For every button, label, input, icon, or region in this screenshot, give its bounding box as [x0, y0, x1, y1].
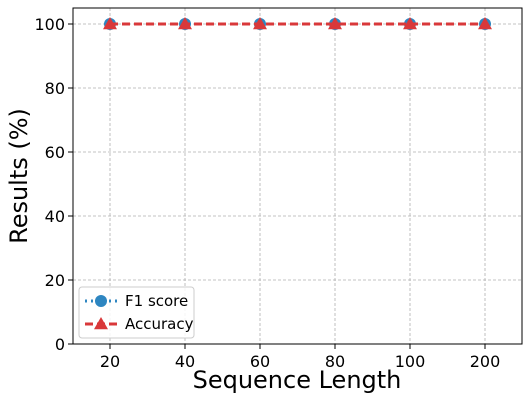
legend-marker — [94, 317, 108, 330]
y-tick-label: 20 — [45, 271, 65, 290]
legend-label: Accuracy — [125, 315, 194, 333]
x-tick-label: 80 — [325, 352, 345, 371]
y-axis-label: Results (%) — [5, 108, 33, 244]
x-tick-label: 60 — [250, 352, 270, 371]
x-tick-label: 200 — [470, 352, 501, 371]
series-1-point — [178, 17, 192, 30]
x-axis-label: Sequence Length — [193, 366, 402, 394]
legend-box — [78, 286, 195, 339]
plot-frame — [72, 7, 523, 345]
y-tick-label: 80 — [45, 79, 65, 98]
y-tick-label: 0 — [55, 335, 65, 354]
series-1-point — [478, 17, 492, 30]
y-tick-label: 40 — [45, 207, 65, 226]
series-1-point — [328, 17, 342, 30]
x-tick-label: 40 — [175, 352, 195, 371]
legend: F1 score Accuracy — [78, 286, 195, 339]
x-tick-label: 20 — [100, 352, 120, 371]
y-tick-label: 100 — [34, 15, 65, 34]
series-1-point — [103, 17, 117, 30]
grid-lines — [73, 8, 522, 345]
x-tick-label: 100 — [395, 352, 426, 371]
legend-label: F1 score — [125, 292, 188, 310]
legend-marker — [95, 295, 107, 307]
x-axis: 20 40 60 80 100 200 — [100, 344, 500, 371]
y-axis: 0 20 40 60 80 100 — [34, 15, 73, 354]
y-tick-label: 60 — [45, 143, 65, 162]
series-1-point — [253, 17, 267, 30]
series-layer — [103, 17, 492, 30]
series-1-point — [403, 17, 417, 30]
